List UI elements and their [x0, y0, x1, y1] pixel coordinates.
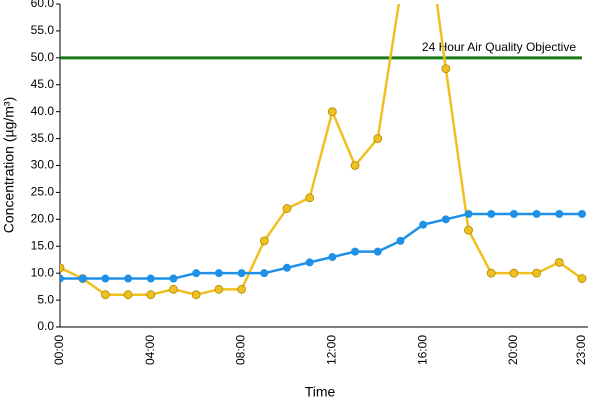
- data-point: [192, 269, 201, 278]
- x-tick-label: 20:00: [506, 335, 520, 365]
- annotation: 24 Hour Air Quality Objective: [422, 40, 576, 54]
- data-point: [60, 274, 64, 283]
- data-point: [555, 209, 564, 218]
- y-tick-label: 55.0: [31, 23, 55, 37]
- y-tick-label: 60.0: [31, 0, 55, 10]
- data-point: [509, 268, 519, 278]
- data-point: [396, 236, 405, 245]
- data-point: [532, 209, 541, 218]
- x-tick-label: 00:00: [52, 335, 66, 365]
- data-point: [486, 268, 496, 278]
- data-point: [282, 204, 292, 213]
- y-tick-label: 45.0: [31, 77, 55, 91]
- data-point: [464, 225, 473, 235]
- y-tick-label: 20.0: [31, 212, 55, 226]
- data-point: [327, 107, 337, 117]
- data-point: [487, 209, 496, 218]
- data-point: [259, 236, 269, 246]
- data-point: [169, 284, 178, 294]
- x-tick-label: 04:00: [143, 335, 157, 365]
- data-point: [237, 284, 246, 294]
- data-point: [554, 257, 564, 267]
- data-point: [237, 269, 246, 278]
- data-point: [373, 134, 383, 143]
- data-point: [350, 161, 360, 170]
- data-point: [214, 269, 223, 278]
- data-point: [305, 193, 315, 203]
- data-point: [282, 263, 291, 272]
- y-tick-label: 10.0: [31, 265, 55, 279]
- data-point: [578, 209, 586, 218]
- y-tick-label: 50.0: [31, 50, 55, 64]
- data-point: [419, 220, 428, 229]
- data-point: [305, 258, 314, 267]
- data-point: [100, 290, 110, 300]
- data-point: [464, 209, 473, 218]
- data-point: [373, 247, 382, 256]
- data-point: [532, 268, 542, 278]
- data-point: [169, 274, 178, 283]
- data-point: [146, 290, 156, 300]
- data-point: [214, 284, 224, 294]
- data-point: [60, 263, 65, 273]
- y-tick-label: 25.0: [31, 185, 55, 199]
- x-tick-label: 16:00: [415, 335, 429, 365]
- data-point: [78, 274, 87, 283]
- x-tick-label: 23:00: [574, 335, 588, 365]
- data-point: [123, 290, 133, 300]
- data-point: [191, 290, 201, 300]
- y-tick-label: 30.0: [31, 158, 55, 172]
- data-point: [146, 274, 155, 283]
- series-line: [60, 212, 582, 280]
- data-point: [101, 274, 110, 283]
- y-tick-label: 40.0: [31, 104, 55, 118]
- y-tick-label: 5.0: [37, 292, 54, 306]
- x-axis-label: Time: [305, 384, 336, 400]
- data-point: [328, 253, 337, 262]
- x-tick-label: 08:00: [234, 335, 248, 365]
- data-point: [509, 209, 518, 218]
- plot-area: [60, 4, 587, 300]
- y-tick-label: 15.0: [31, 238, 55, 252]
- data-point: [124, 274, 133, 283]
- x-tick-label: 12:00: [325, 335, 339, 365]
- data-point: [260, 269, 269, 278]
- y-tick-label: 0.0: [37, 319, 54, 333]
- y-tick-label: 35.0: [31, 131, 55, 145]
- y-axis-label: Concentration (µg/m³): [1, 97, 17, 233]
- data-point: [351, 247, 360, 256]
- data-point: [577, 274, 587, 283]
- data-point: [441, 64, 451, 73]
- data-point: [441, 215, 450, 224]
